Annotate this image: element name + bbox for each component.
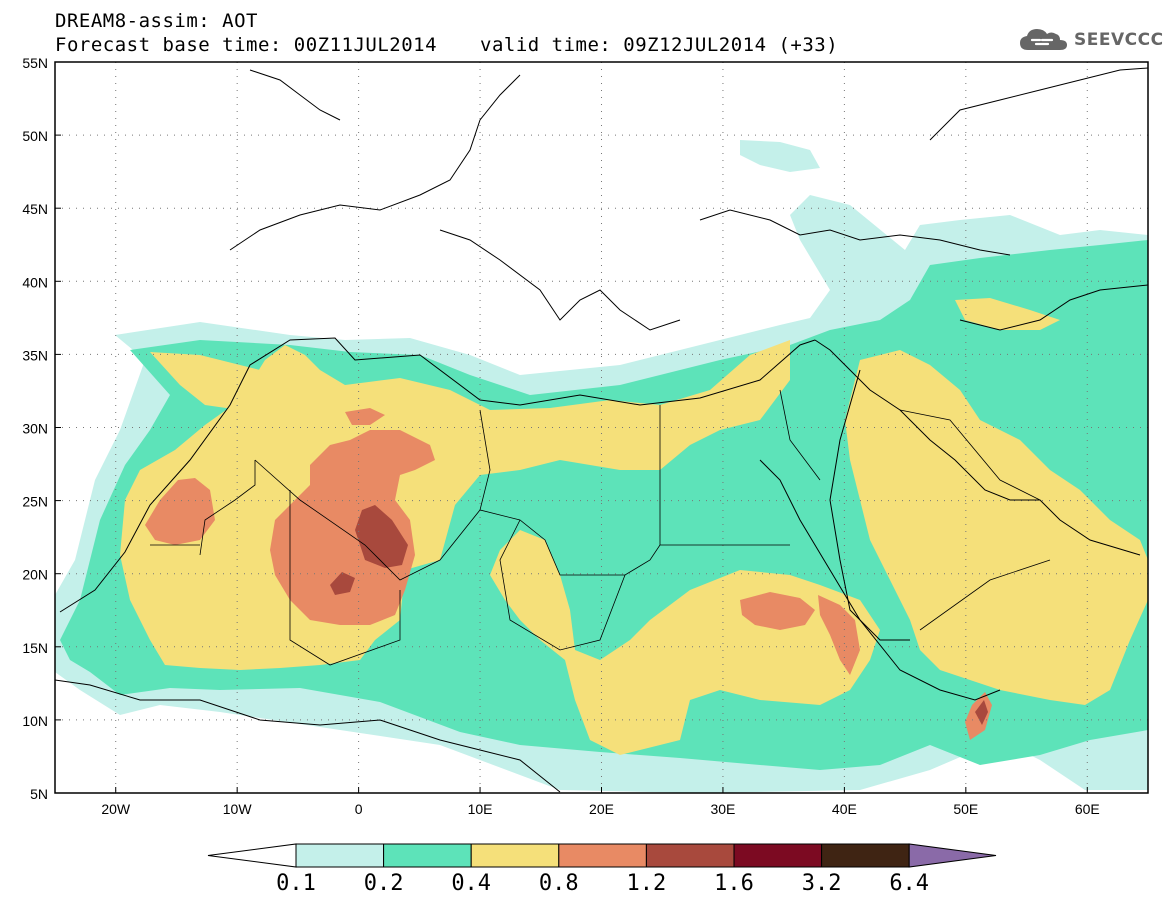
aot-band-1.2-somalia bbox=[975, 700, 988, 725]
colorbar-swatch bbox=[295, 843, 385, 868]
borders bbox=[150, 389, 1051, 666]
aot-band-0.8-westsahara bbox=[145, 478, 215, 545]
logo-text: SEEVCCC bbox=[1074, 30, 1164, 50]
lon-label: 20E bbox=[589, 801, 614, 817]
lon-label: 10E bbox=[468, 801, 493, 817]
lat-label: 15N bbox=[22, 640, 48, 656]
seevccc-logo: SEEVCCC bbox=[1018, 26, 1164, 54]
aot-band-0.4-maghreb bbox=[150, 352, 270, 410]
lat-label: 55N bbox=[22, 55, 48, 71]
colorbar-level-label: 1.6 bbox=[714, 871, 754, 896]
aot-band-1.2-mali-south bbox=[330, 572, 355, 595]
lat-label: 5N bbox=[30, 786, 48, 802]
colorbar-swatch bbox=[733, 843, 823, 868]
colorbar-level-label: 0.2 bbox=[363, 871, 404, 896]
coastlines bbox=[54, 67, 1149, 793]
lon-label: 10W bbox=[223, 801, 253, 817]
cloud-icon bbox=[1020, 29, 1067, 50]
lat-label: 25N bbox=[22, 494, 48, 510]
aot-band-1.2-mali bbox=[355, 505, 408, 568]
lat-axis-labels: 55N 50N 45N 40N 35N 30N 25N 20N 15N 10N 5N bbox=[22, 55, 61, 802]
lat-label: 10N bbox=[22, 713, 48, 729]
lat-label: 30N bbox=[22, 421, 48, 437]
lat-label: 50N bbox=[22, 128, 48, 144]
lon-label: 50E bbox=[953, 801, 978, 817]
lat-label: 40N bbox=[22, 274, 48, 290]
colorbar-level-label: 3.2 bbox=[801, 871, 842, 896]
lon-label: 30E bbox=[710, 801, 735, 817]
colorbar-level-label: 1.2 bbox=[626, 871, 667, 896]
lat-label: 35N bbox=[22, 347, 48, 363]
lat-label: 20N bbox=[22, 567, 48, 583]
aot-band-0.8-mali bbox=[270, 430, 435, 625]
colorbar-level-label: 0.8 bbox=[538, 871, 579, 896]
colorbar-level-label: 0.1 bbox=[276, 871, 316, 896]
map-title: DREAM8-assim: AOT bbox=[55, 10, 258, 32]
aot-band-0.4-arabia bbox=[845, 350, 1148, 705]
colorbar-max-arrow bbox=[908, 843, 997, 868]
aot-band-0.8-algeria bbox=[345, 408, 385, 425]
aot-band-0.4-sahel bbox=[490, 530, 880, 755]
lon-axis-labels: 20W 10W 0 10E 20E 30E 40E 50E 60E bbox=[101, 787, 1100, 817]
colorbar-swatch bbox=[821, 843, 910, 868]
forecast-base-time: Forecast base time: 00Z11JUL2014 bbox=[55, 34, 438, 56]
aot-band-0.8-ethiopia bbox=[818, 595, 860, 675]
colorbar-level-label: 0.4 bbox=[451, 871, 492, 896]
lat-label: 45N bbox=[22, 201, 48, 217]
colorbar-swatch bbox=[645, 843, 735, 868]
colorbar-swatch bbox=[383, 843, 472, 868]
lon-label: 60E bbox=[1075, 801, 1100, 817]
colorbar-min-arrow bbox=[207, 843, 297, 868]
colorbar bbox=[207, 843, 997, 868]
colorbar-swatch bbox=[558, 843, 647, 868]
lon-label: 20W bbox=[101, 801, 131, 817]
aot-band-0.8-sudan bbox=[740, 592, 815, 630]
lon-label: 40E bbox=[832, 801, 857, 817]
aot-field bbox=[55, 140, 1148, 793]
colorbar-level-label: 6.4 bbox=[889, 871, 930, 896]
lon-label: 0 bbox=[355, 801, 363, 817]
valid-time: valid time: 09Z12JUL2014 (+33) bbox=[480, 34, 839, 56]
aot-patch-black-sea bbox=[740, 140, 820, 172]
graticule bbox=[55, 62, 1148, 793]
colorbar-swatch bbox=[470, 843, 560, 868]
